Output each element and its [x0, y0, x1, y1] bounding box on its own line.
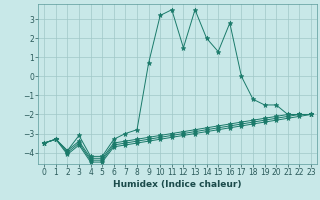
- X-axis label: Humidex (Indice chaleur): Humidex (Indice chaleur): [113, 180, 242, 189]
